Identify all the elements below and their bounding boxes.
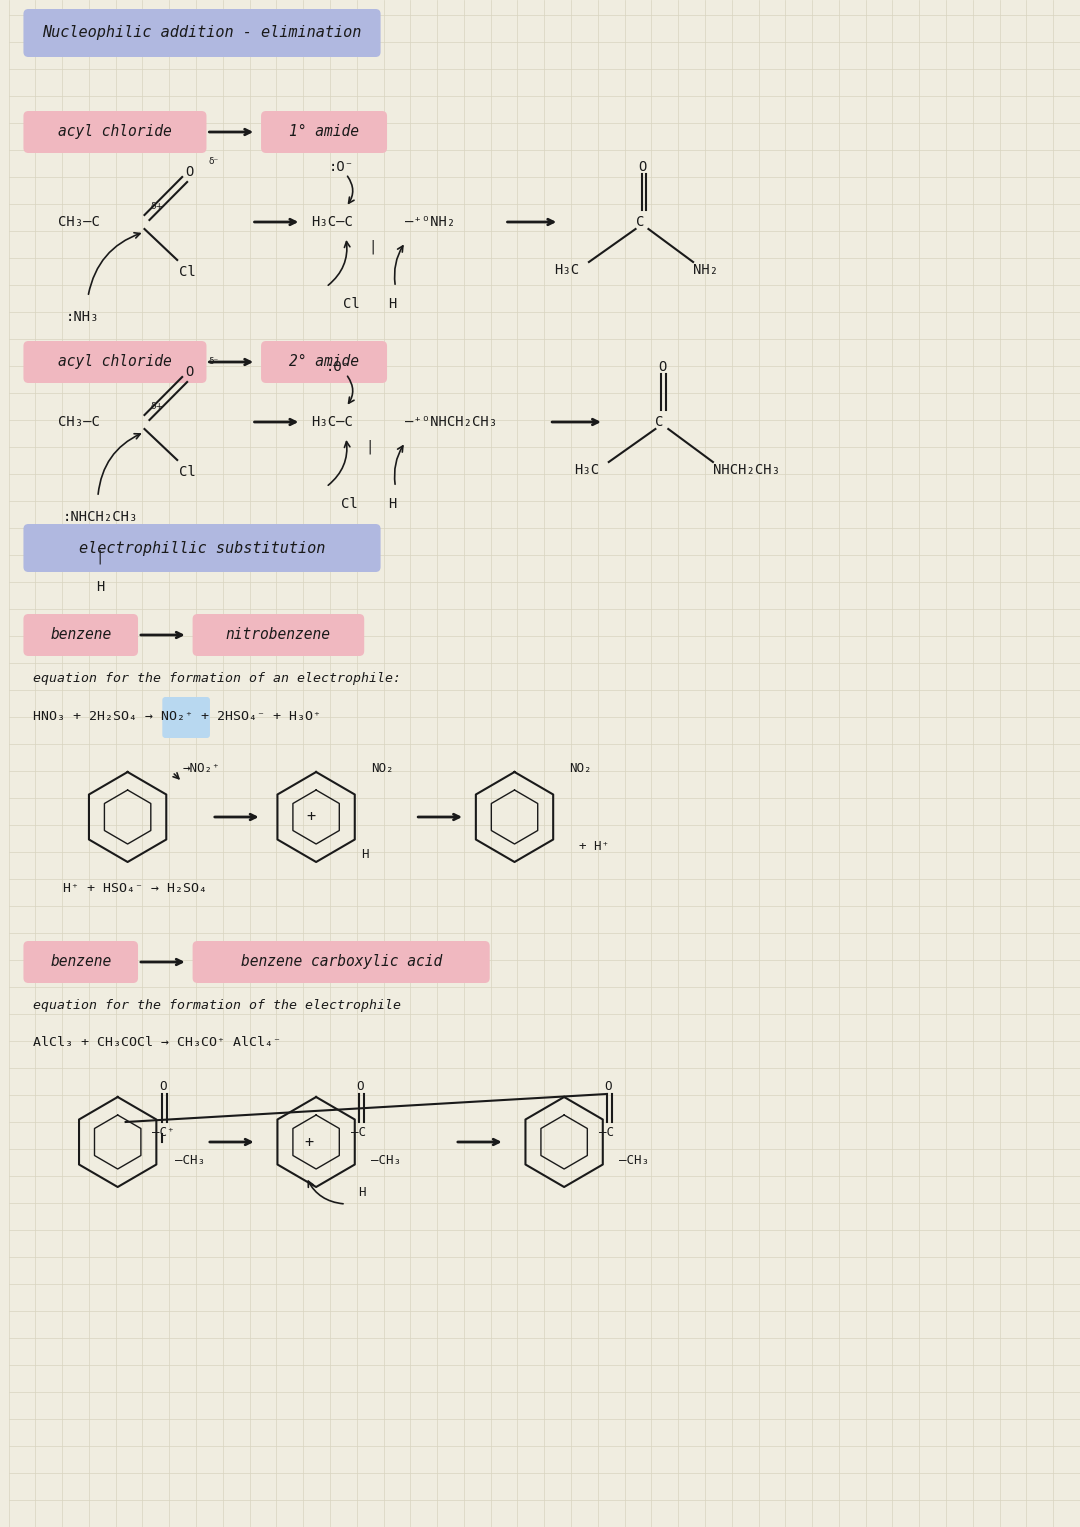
FancyBboxPatch shape (24, 111, 206, 153)
FancyBboxPatch shape (24, 614, 138, 657)
Text: O: O (355, 1081, 363, 1093)
Text: δ⁻: δ⁻ (208, 157, 219, 166)
Text: →NO₂⁺: →NO₂⁺ (183, 762, 219, 776)
Text: δ⁻: δ⁻ (208, 357, 219, 366)
Text: |: | (368, 240, 377, 255)
Text: NH₂: NH₂ (693, 263, 718, 276)
Text: H₃C: H₃C (554, 263, 579, 276)
FancyBboxPatch shape (162, 696, 210, 738)
Text: 1° amide: 1° amide (289, 125, 359, 139)
Text: CH₃—C: CH₃—C (58, 415, 100, 429)
Text: HNO₃ + 2H₂SO₄ → NO₂⁺ + 2HSO₄⁻ + H₃O⁺: HNO₃ + 2H₂SO₄ → NO₂⁺ + 2HSO₄⁻ + H₃O⁺ (33, 710, 322, 724)
Text: H: H (361, 849, 368, 861)
FancyBboxPatch shape (24, 9, 380, 56)
Text: O: O (185, 365, 193, 379)
Text: H: H (357, 1185, 365, 1199)
Text: H⁺ + HSO₄⁻ → H₂SO₄: H⁺ + HSO₄⁻ → H₂SO₄ (63, 883, 207, 895)
Text: +: + (307, 809, 315, 825)
Text: benzene: benzene (50, 628, 111, 643)
Text: δ+: δ+ (150, 403, 163, 411)
FancyBboxPatch shape (24, 941, 138, 983)
Text: benzene carboxylic acid: benzene carboxylic acid (241, 954, 442, 970)
Text: electrophillic substitution: electrophillic substitution (79, 541, 325, 556)
Text: —⁺ᴼNH₂: —⁺ᴼNH₂ (405, 215, 456, 229)
Text: —⁺ᴼNHCH₂CH₃: —⁺ᴼNHCH₂CH₃ (405, 415, 498, 429)
Text: :O⁻: :O⁻ (326, 360, 351, 374)
Text: δ+: δ+ (150, 203, 163, 212)
Text: |: | (96, 550, 105, 565)
Text: Cl: Cl (341, 496, 357, 512)
Text: —C: —C (351, 1125, 366, 1139)
Text: —CH₃: —CH₃ (619, 1153, 649, 1167)
Text: O: O (659, 360, 666, 374)
Text: |: | (366, 440, 374, 454)
Text: H: H (96, 580, 105, 594)
Text: :O⁻: :O⁻ (329, 160, 354, 174)
Text: —C⁺: —C⁺ (152, 1125, 175, 1139)
Text: NO₂: NO₂ (569, 762, 592, 776)
Text: equation for the formation of an electrophile:: equation for the formation of an electro… (33, 672, 402, 686)
Text: C: C (635, 215, 644, 229)
FancyBboxPatch shape (192, 941, 489, 983)
Text: H₃C: H₃C (575, 463, 599, 476)
Text: —C: —C (598, 1125, 613, 1139)
Text: acyl chloride: acyl chloride (58, 354, 172, 370)
Text: +: + (305, 1135, 313, 1150)
Text: O: O (604, 1081, 611, 1093)
Text: NO₂: NO₂ (370, 762, 393, 776)
Text: Cl: Cl (179, 266, 195, 279)
Text: H₃C—C: H₃C—C (311, 415, 353, 429)
Text: O: O (638, 160, 647, 174)
Text: NHCH₂CH₃: NHCH₂CH₃ (713, 463, 780, 476)
Text: Nucleophilic addition - elimination: Nucleophilic addition - elimination (42, 26, 362, 41)
Text: —CH₃: —CH₃ (175, 1153, 205, 1167)
Text: O: O (160, 1081, 166, 1093)
FancyBboxPatch shape (261, 341, 387, 383)
Text: H: H (389, 496, 397, 512)
Text: C: C (656, 415, 664, 429)
Text: Cl: Cl (342, 296, 360, 312)
FancyBboxPatch shape (24, 524, 380, 573)
Text: benzene: benzene (50, 954, 111, 970)
Text: CH₃—C: CH₃—C (58, 215, 100, 229)
Text: AlCl₃ + CH₃COCl → CH₃CO⁺ AlCl₄⁻: AlCl₃ + CH₃COCl → CH₃CO⁺ AlCl₄⁻ (33, 1035, 282, 1049)
FancyBboxPatch shape (24, 341, 206, 383)
Text: :NHCH₂CH₃: :NHCH₂CH₃ (63, 510, 138, 524)
FancyBboxPatch shape (261, 111, 387, 153)
Text: —CH₃: —CH₃ (370, 1153, 401, 1167)
Text: H: H (389, 296, 397, 312)
Text: :NH₃: :NH₃ (66, 310, 99, 324)
Text: nitrobenzene: nitrobenzene (226, 628, 330, 643)
Text: H₃C—C: H₃C—C (311, 215, 353, 229)
Text: Cl: Cl (179, 466, 195, 479)
Text: 2° amide: 2° amide (289, 354, 359, 370)
Text: O: O (185, 165, 193, 179)
Text: acyl chloride: acyl chloride (58, 125, 172, 139)
Text: + H⁺: + H⁺ (579, 840, 609, 854)
Text: equation for the formation of the electrophile: equation for the formation of the electr… (33, 999, 402, 1011)
FancyBboxPatch shape (192, 614, 364, 657)
